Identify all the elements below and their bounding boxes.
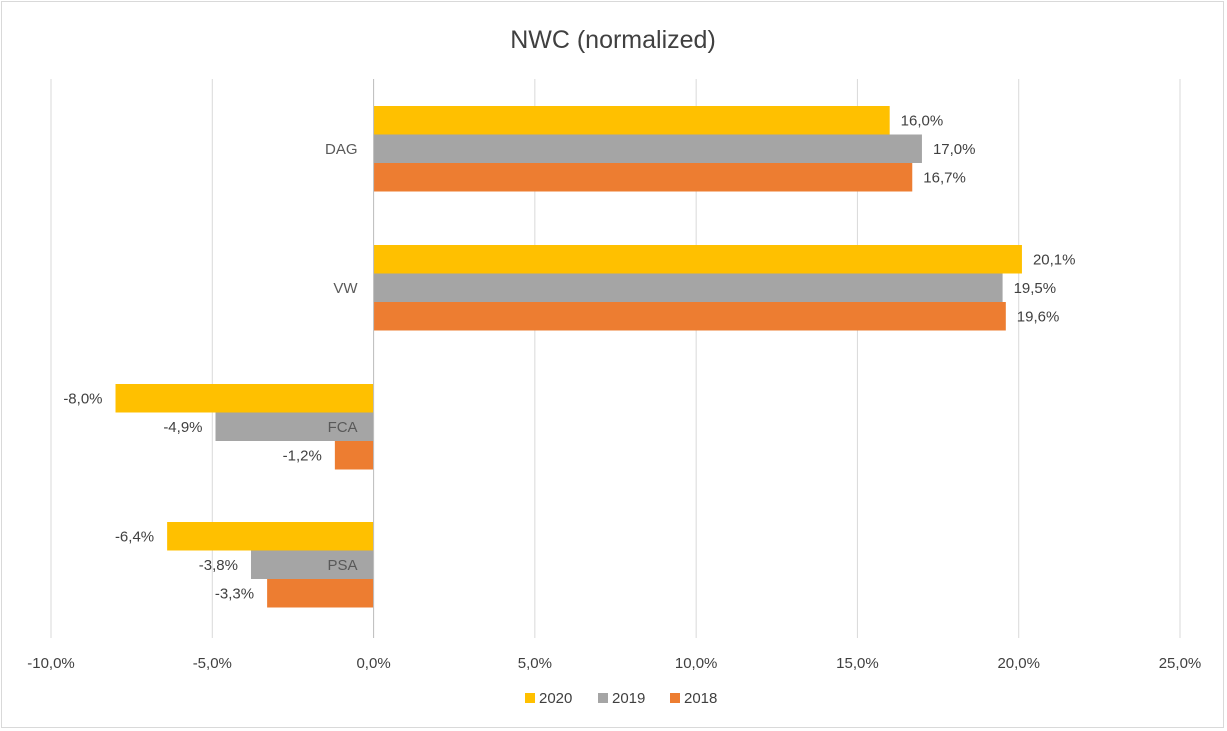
data-label: -3,3% [215,585,254,602]
data-labels: 16,0% 17,0% 16,7% 20,1% 19,5% 19,6% -8,0% -4,9%… [63,112,1075,602]
bar-vw-2018 [373,302,1006,331]
legend: 2020 2019 2018 [525,690,717,707]
x-tick-label: 20,0% [997,655,1040,672]
x-tick-label: -10,0% [27,655,75,672]
data-label: 20,1% [1033,251,1076,268]
x-tick-label: 5,0% [518,655,552,672]
bars [115,106,1022,608]
x-tick-label: 25,0% [1159,655,1202,672]
legend-swatch-2020 [525,693,535,703]
bar-fca-2020 [115,384,374,413]
data-label: -3,8% [199,557,238,574]
x-axis: -10,0% -5,0% 0,0% 5,0% 10,0% 15,0% 20,0% 25,0% [27,79,1201,672]
bar-psa-2020 [167,522,374,551]
category-label-dag: DAG [325,141,358,158]
bar-fca-2019 [215,412,374,441]
category-label-fca: FCA [328,419,358,436]
category-label-psa: PSA [328,557,358,574]
data-label: 16,7% [923,169,966,186]
x-tick-label: 15,0% [836,655,879,672]
data-label: -1,2% [283,447,322,464]
x-tick-label: -5,0% [193,655,232,672]
bar-vw-2019 [373,273,1003,302]
bar-dag-2018 [373,163,913,192]
chart-title: NWC (normalized) [510,26,716,54]
x-tick-label: 10,0% [675,655,718,672]
category-label-vw: VW [333,280,358,297]
bar-vw-2020 [373,245,1022,274]
bar-psa-2018 [267,579,374,608]
legend-swatch-2018 [670,693,680,703]
data-label: -6,4% [115,528,154,545]
legend-label-2019: 2019 [612,690,645,707]
legend-label-2018: 2018 [684,690,717,707]
data-label: 19,6% [1017,308,1060,325]
bar-psa-2019 [250,550,374,579]
data-label: 16,0% [901,112,944,129]
data-label: -8,0% [63,390,102,407]
data-label: 19,5% [1014,280,1057,297]
bar-fca-2018 [334,441,374,470]
bar-dag-2020 [373,106,890,135]
x-tick-label: 0,0% [356,655,390,672]
data-label: 17,0% [933,141,976,158]
legend-swatch-2019 [598,693,608,703]
data-label: -4,9% [163,419,202,436]
category-labels: DAG VW FCA PSA [325,141,358,574]
legend-label-2020: 2020 [539,690,572,707]
bar-dag-2019 [373,134,922,163]
